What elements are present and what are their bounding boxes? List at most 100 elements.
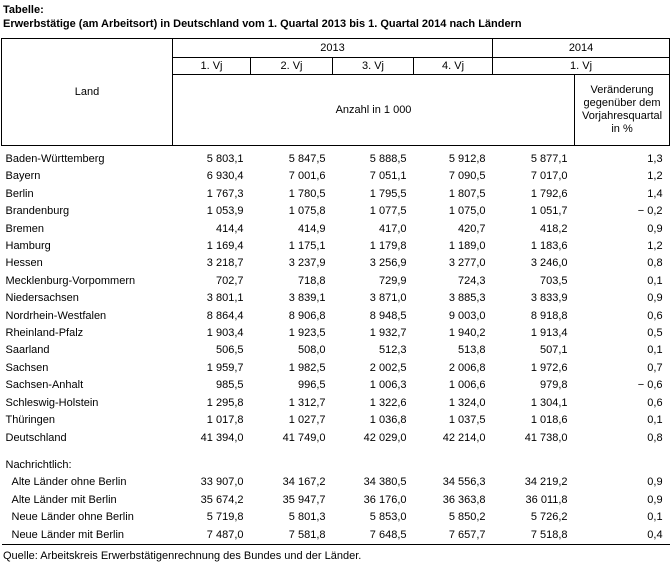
value-cell: 985,5 (215, 379, 244, 392)
row-label: Saarland (5, 344, 50, 357)
value-cell: 1 189,0 (448, 240, 486, 253)
value-cell: 3 256,9 (369, 257, 407, 270)
value-cell: 1 027,7 (288, 414, 326, 427)
header-q4-2013: 4. Vj (412, 57, 494, 75)
value-cell: 0,9 (647, 292, 663, 305)
value-cell: 420,7 (458, 222, 486, 235)
row-label: Baden-Württemberg (5, 153, 105, 165)
value-cell: 1 037,5 (448, 414, 486, 427)
value-cell: 1 913,4 (530, 327, 568, 340)
header-q1-2014: 1. Vj (492, 57, 670, 75)
value-cell: − 0,6 (637, 379, 663, 392)
table-row: Sachsen 1 959,7 1 982,5 2 002,5 2 006,8 1 972… (2, 360, 670, 377)
value-cell: 1 959,7 (206, 361, 244, 374)
title-block: Tabelle: Erwerbstätige (am Arbeitsort) i… (1, 3, 669, 31)
table-row: Thüringen 1 017,8 1 027,7 1 036,8 1 037,5 1 0… (2, 412, 670, 429)
value-cell: 996,5 (297, 379, 326, 392)
spacer-cell (2, 447, 670, 457)
value-cell: 1 169,4 (206, 240, 244, 253)
table-row: Bayern 6 930,4 7 001,6 7 051,1 7 090,5 7 017,… (2, 168, 670, 185)
value-cell: 9 003,0 (448, 309, 486, 322)
value-cell: 36 011,8 (525, 493, 568, 506)
row-label: Mecklenburg-Vorpommern (5, 274, 136, 287)
row-label: Schleswig-Holstein (5, 396, 99, 409)
header-year-row: Land 2013 2014 (1, 38, 670, 146)
value-cell: 33 907,0 (200, 476, 244, 489)
value-cell: 2 006,8 (448, 361, 486, 374)
value-cell: 0,6 (647, 309, 663, 322)
value-cell: 703,5 (540, 274, 568, 287)
row-label: Deutschland (5, 431, 67, 444)
value-cell: 0,8 (647, 257, 663, 270)
value-cell: 1 792,6 (530, 187, 568, 200)
value-cell: 1,4 (647, 187, 663, 200)
value-cell: 1 006,6 (448, 379, 486, 392)
value-cell: 7 051,1 (369, 170, 407, 183)
value-cell: 1 075,0 (448, 205, 486, 218)
value-cell: 42 029,0 (363, 431, 407, 444)
value-cell: 8 918,8 (530, 309, 568, 322)
value-cell: 1 972,6 (530, 361, 568, 374)
value-cell: 5 803,1 (206, 153, 244, 165)
value-cell: 414,4 (215, 222, 244, 235)
row-label: Bayern (5, 170, 41, 183)
header-year-2013: 2013 (171, 38, 494, 58)
value-cell: 36 363,8 (442, 493, 486, 506)
page-title: Erwerbstätige (am Arbeitsort) in Deutsch… (3, 18, 522, 30)
row-label: Alte Länder ohne Berlin (11, 476, 127, 489)
header-q2-2013: 2. Vj (250, 57, 333, 75)
value-cell: 0,1 (647, 414, 663, 427)
value-cell: 1 179,8 (369, 240, 407, 253)
value-cell: 1,2 (647, 170, 663, 183)
value-cell: 512,3 (378, 344, 407, 357)
table-row: Niedersachsen 3 801,1 3 839,1 3 871,0 3 885,… (2, 290, 670, 307)
header-unit: Anzahl in 1 000 (171, 74, 576, 146)
value-cell: 1,2 (647, 240, 663, 253)
value-cell: 3 218,7 (206, 257, 244, 270)
table-row: Rheinland-Pfalz 1 903,4 1 923,5 1 932,7 1 94… (2, 325, 670, 342)
value-cell: 5 888,5 (369, 153, 407, 165)
value-cell: 0,9 (647, 476, 663, 489)
value-cell: 7 581,8 (250, 526, 333, 545)
value-cell: 5 801,3 (288, 511, 326, 524)
table-row: Berlin 1 767,3 1 780,5 1 795,5 1 807,5 1 792,… (2, 186, 670, 203)
memo-row: Neue Länder ohne Berlin 5 719,8 5 801,3 5 8… (2, 509, 670, 526)
row-label: Bremen (5, 222, 45, 235)
value-cell: 7 017,0 (530, 170, 568, 183)
value-cell: 1 903,4 (206, 327, 244, 340)
value-cell: 41 738,0 (524, 431, 568, 444)
value-cell: 1 006,3 (369, 379, 407, 392)
value-cell: 702,7 (215, 274, 244, 287)
value-cell: 36 176,0 (363, 493, 407, 506)
table-row: Bremen 414,4 414,9 417,0 420,7 418,2 0,9 (2, 221, 670, 238)
memo-label: Nachrichtlich: (5, 458, 72, 471)
row-label: Alte Länder mit Berlin (11, 493, 117, 506)
value-cell: 3 277,0 (448, 257, 486, 270)
value-cell: 41 394,0 (200, 431, 244, 444)
employment-table: Land 2013 2014 1. Vj 2. Vj 3. Vj 4. Vj 1… (1, 38, 670, 545)
value-cell: 1 780,5 (288, 187, 326, 200)
value-cell: 35 947,7 (282, 493, 326, 506)
table-row: Brandenburg 1 053,9 1 075,8 1 077,5 1 075,0 1… (2, 203, 670, 220)
value-cell: 8 948,5 (369, 309, 407, 322)
memo-label-row: Nachrichtlich: (2, 457, 670, 474)
value-cell: 1 923,5 (288, 327, 326, 340)
value-cell: 7 648,5 (332, 526, 414, 545)
value-cell: 0,9 (647, 222, 663, 235)
memo-row: Alte Länder ohne Berlin 33 907,0 34 167,2 3… (2, 474, 670, 491)
table-row: Sachsen-Anhalt 985,5 996,5 1 006,3 1 006,6 97… (2, 377, 670, 394)
value-cell: 0,7 (647, 361, 663, 374)
value-cell: 41 749,0 (282, 431, 326, 444)
value-cell: 0,5 (647, 327, 663, 340)
value-cell: 1 017,8 (206, 414, 244, 427)
value-cell: 5 726,2 (530, 511, 568, 524)
table-row: Baden-Württemberg 5 803,1 5 847,5 5 888,5 5 … (2, 151, 670, 168)
value-cell: 3 833,9 (530, 292, 568, 305)
row-label: Berlin (5, 187, 34, 200)
row-label: Rheinland-Pfalz (5, 327, 84, 340)
value-cell: 2 002,5 (369, 361, 407, 374)
table-header: Land 2013 2014 1. Vj 2. Vj 3. Vj 4. Vj 1… (1, 38, 670, 146)
value-cell: 3 885,3 (448, 292, 486, 305)
header-year-2014: 2014 (492, 38, 670, 58)
